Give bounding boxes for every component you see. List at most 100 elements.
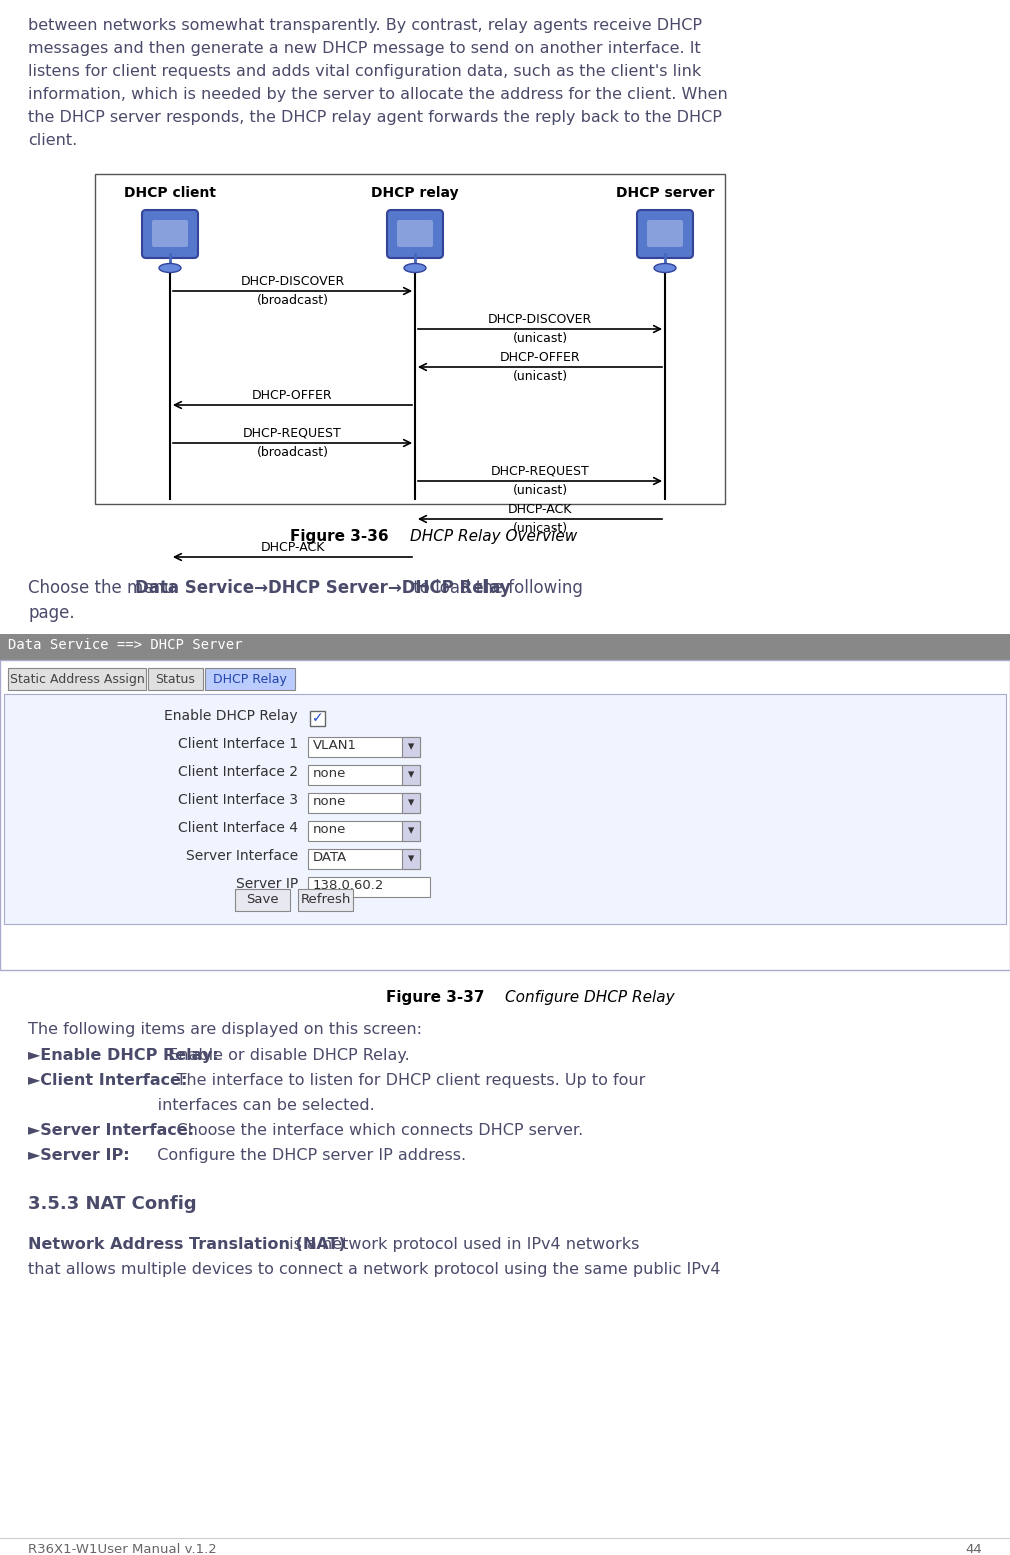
Bar: [298, 889, 354, 911]
Bar: [402, 737, 420, 757]
FancyBboxPatch shape: [637, 210, 693, 258]
Bar: [402, 765, 420, 785]
Text: (unicast): (unicast): [512, 484, 568, 498]
Ellipse shape: [404, 263, 426, 272]
Bar: [95, 174, 725, 504]
Bar: [308, 849, 420, 869]
Text: Refresh: Refresh: [300, 893, 350, 907]
Ellipse shape: [159, 263, 181, 272]
Text: Choose the interface which connects DHCP server.: Choose the interface which connects DHCP…: [156, 1123, 583, 1138]
Bar: [0, 634, 1010, 659]
FancyBboxPatch shape: [152, 219, 188, 247]
Text: DHCP-DISCOVER: DHCP-DISCOVER: [488, 313, 592, 327]
Text: Client Interface 3: Client Interface 3: [178, 793, 298, 807]
Text: DHCP-ACK: DHCP-ACK: [508, 502, 573, 516]
Text: is a network protocol used in IPv4 networks: is a network protocol used in IPv4 netwo…: [284, 1236, 639, 1252]
Text: the DHCP server responds, the DHCP relay agent forwards the reply back to the DH: the DHCP server responds, the DHCP relay…: [28, 110, 722, 124]
Bar: [308, 765, 420, 785]
Text: interfaces can be selected.: interfaces can be selected.: [50, 1098, 375, 1113]
Text: Configure the DHCP server IP address.: Configure the DHCP server IP address.: [106, 1148, 467, 1163]
Text: page.: page.: [28, 603, 75, 622]
Text: Data Service→DHCP Server→DHCP Relay: Data Service→DHCP Server→DHCP Relay: [135, 578, 511, 597]
Text: 44: 44: [966, 1543, 982, 1555]
Text: DHCP-OFFER: DHCP-OFFER: [252, 389, 333, 403]
Text: ▾: ▾: [408, 768, 414, 782]
Text: Enable DHCP Relay: Enable DHCP Relay: [165, 709, 298, 723]
Text: VLAN1: VLAN1: [313, 739, 357, 753]
Text: DHCP-REQUEST: DHCP-REQUEST: [243, 428, 341, 440]
Bar: [235, 889, 290, 911]
FancyBboxPatch shape: [142, 210, 198, 258]
Text: Server Interface: Server Interface: [186, 849, 298, 863]
Text: 3.5.3 NAT Config: 3.5.3 NAT Config: [28, 1194, 197, 1213]
Text: Client Interface 2: Client Interface 2: [178, 765, 298, 779]
Text: between networks somewhat transparently. By contrast, relay agents receive DHCP: between networks somewhat transparently.…: [28, 19, 702, 33]
Text: ►Server Interface:: ►Server Interface:: [28, 1123, 194, 1138]
Bar: [402, 849, 420, 869]
Text: ►Client Interface:: ►Client Interface:: [28, 1073, 188, 1088]
Text: DHCP Relay Overview: DHCP Relay Overview: [410, 529, 578, 544]
Text: DHCP server: DHCP server: [616, 187, 714, 201]
Bar: [310, 711, 325, 726]
Text: DHCP relay: DHCP relay: [372, 187, 459, 201]
Text: Enable or disable DHCP Relay.: Enable or disable DHCP Relay.: [163, 1048, 410, 1064]
Text: ►Server IP:: ►Server IP:: [28, 1148, 129, 1163]
Text: R36X1-W1User Manual v.1.2: R36X1-W1User Manual v.1.2: [28, 1543, 217, 1555]
Bar: [205, 669, 295, 690]
Text: (broadcast): (broadcast): [257, 446, 328, 459]
Text: ✓: ✓: [312, 711, 323, 725]
Text: DHCP Relay: DHCP Relay: [213, 673, 287, 686]
Text: none: none: [313, 795, 346, 809]
Bar: [8, 669, 146, 690]
Bar: [308, 877, 430, 897]
Text: 138.0.60.2: 138.0.60.2: [313, 879, 385, 893]
Text: Server IP: Server IP: [235, 877, 298, 891]
Text: Data Service ==> DHCP Server: Data Service ==> DHCP Server: [8, 638, 242, 652]
Text: (broadcast): (broadcast): [257, 294, 328, 306]
Text: none: none: [313, 767, 346, 781]
Text: Save: Save: [246, 893, 279, 907]
Text: Static Address Assign: Static Address Assign: [10, 673, 144, 686]
Bar: [0, 659, 1010, 970]
Bar: [308, 821, 420, 841]
Text: Choose the menu: Choose the menu: [28, 578, 180, 597]
Text: DHCP-ACK: DHCP-ACK: [261, 541, 324, 554]
Text: (unicast): (unicast): [512, 370, 568, 383]
Bar: [308, 737, 420, 757]
FancyBboxPatch shape: [397, 219, 433, 247]
Text: to load the following: to load the following: [408, 578, 583, 597]
Text: ▾: ▾: [408, 824, 414, 838]
FancyBboxPatch shape: [647, 219, 683, 247]
Text: Network Address Translation (NAT): Network Address Translation (NAT): [28, 1236, 345, 1252]
Bar: [402, 821, 420, 841]
Text: Client Interface 4: Client Interface 4: [178, 821, 298, 835]
Text: none: none: [313, 823, 346, 837]
Text: Figure 3-36: Figure 3-36: [291, 529, 410, 544]
Text: ▾: ▾: [408, 796, 414, 810]
Text: DHCP client: DHCP client: [124, 187, 216, 201]
Text: DHCP-REQUEST: DHCP-REQUEST: [491, 465, 590, 477]
Text: Figure 3-37: Figure 3-37: [386, 991, 505, 1005]
Text: (unicast): (unicast): [512, 522, 568, 535]
Bar: [148, 669, 203, 690]
Text: that allows multiple devices to connect a network protocol using the same public: that allows multiple devices to connect …: [28, 1263, 720, 1277]
Ellipse shape: [654, 263, 676, 272]
Text: The following items are displayed on this screen:: The following items are displayed on thi…: [28, 1022, 422, 1037]
Text: client.: client.: [28, 134, 77, 148]
FancyBboxPatch shape: [387, 210, 443, 258]
Text: DATA: DATA: [313, 851, 347, 865]
Text: Status: Status: [156, 673, 196, 686]
Bar: [308, 793, 420, 813]
Text: ▾: ▾: [408, 740, 414, 754]
Text: Configure DHCP Relay: Configure DHCP Relay: [505, 991, 675, 1005]
Text: information, which is needed by the server to allocate the address for the clien: information, which is needed by the serv…: [28, 87, 728, 103]
Text: listens for client requests and adds vital configuration data, such as the clien: listens for client requests and adds vit…: [28, 64, 701, 79]
Text: ▾: ▾: [408, 852, 414, 866]
Text: The interface to listen for DHCP client requests. Up to four: The interface to listen for DHCP client …: [156, 1073, 645, 1088]
Text: Client Interface 1: Client Interface 1: [178, 737, 298, 751]
Text: (unicast): (unicast): [512, 333, 568, 345]
Text: DHCP-OFFER: DHCP-OFFER: [500, 351, 581, 364]
Bar: [402, 793, 420, 813]
Text: DHCP-DISCOVER: DHCP-DISCOVER: [240, 275, 344, 288]
Bar: [4, 694, 1006, 924]
